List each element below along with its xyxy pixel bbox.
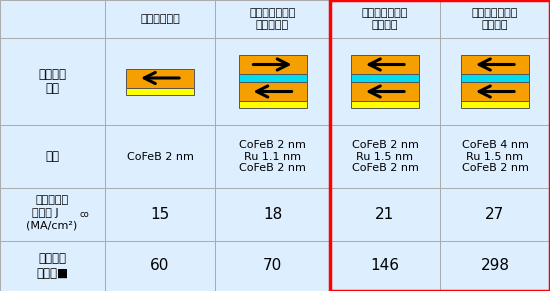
Bar [105, 125, 215, 188]
Text: 単層フリー層: 単層フリー層 [140, 14, 180, 24]
Bar [105, 241, 215, 291]
Bar [105, 38, 215, 125]
Bar [351, 82, 419, 101]
Text: 流密度 J: 流密度 J [32, 207, 58, 217]
Bar [239, 74, 306, 82]
Text: 70: 70 [263, 258, 282, 274]
Bar [440, 188, 550, 241]
Bar [440, 0, 550, 38]
Text: 18: 18 [263, 207, 282, 222]
Bar [440, 38, 550, 125]
Bar [330, 125, 440, 188]
Bar [239, 82, 306, 101]
Bar [126, 88, 194, 95]
Text: CoFeB 4 nm
Ru 1.5 nm
CoFeB 2 nm: CoFeB 4 nm Ru 1.5 nm CoFeB 2 nm [461, 140, 529, 173]
Bar [0, 241, 105, 291]
Text: 15: 15 [150, 207, 169, 222]
Bar [105, 188, 215, 241]
Bar [330, 0, 440, 38]
Bar [126, 68, 194, 88]
Text: 21: 21 [375, 207, 395, 222]
Bar [461, 74, 529, 82]
Bar [0, 188, 105, 241]
Bar [0, 38, 105, 125]
Bar [215, 125, 330, 188]
Text: 積層型フリー層
反平行結合: 積層型フリー層 反平行結合 [249, 8, 296, 30]
Text: フリー層
構造: フリー層 構造 [38, 68, 66, 95]
Text: co: co [79, 210, 89, 219]
Text: 146: 146 [371, 258, 399, 274]
Bar [351, 101, 419, 108]
Text: 積層型フリー層
平行結合: 積層型フリー層 平行結合 [362, 8, 408, 30]
Bar [215, 0, 330, 38]
Bar [215, 188, 330, 241]
Bar [461, 55, 529, 74]
Bar [330, 188, 440, 241]
Bar [330, 38, 440, 125]
Bar [330, 0, 550, 291]
Text: (MA/cm²): (MA/cm²) [26, 221, 78, 230]
Bar [440, 125, 550, 188]
Bar [330, 241, 440, 291]
Text: 298: 298 [481, 258, 509, 274]
Text: 情報記憶
安定性■: 情報記憶 安定性■ [36, 252, 68, 280]
Text: CoFeB 2 nm: CoFeB 2 nm [126, 152, 194, 162]
Text: 膜厚: 膜厚 [45, 150, 59, 163]
Text: CoFeB 2 nm
Ru 1.5 nm
CoFeB 2 nm: CoFeB 2 nm Ru 1.5 nm CoFeB 2 nm [351, 140, 419, 173]
Bar [215, 241, 330, 291]
Text: 27: 27 [485, 207, 505, 222]
Text: CoFeB 2 nm
Ru 1.1 nm
CoFeB 2 nm: CoFeB 2 nm Ru 1.1 nm CoFeB 2 nm [239, 140, 306, 173]
Bar [0, 125, 105, 188]
Bar [351, 55, 419, 74]
Bar [440, 241, 550, 291]
Bar [461, 82, 529, 101]
Bar [239, 55, 306, 74]
Bar [351, 74, 419, 82]
Bar [461, 101, 529, 108]
Text: 磁化反転電: 磁化反転電 [35, 196, 69, 205]
Text: 積層型フリー層
平行結合: 積層型フリー層 平行結合 [472, 8, 518, 30]
Bar [105, 0, 215, 38]
Text: 60: 60 [150, 258, 170, 274]
Bar [0, 0, 105, 38]
Bar [215, 38, 330, 125]
Bar [239, 101, 306, 108]
